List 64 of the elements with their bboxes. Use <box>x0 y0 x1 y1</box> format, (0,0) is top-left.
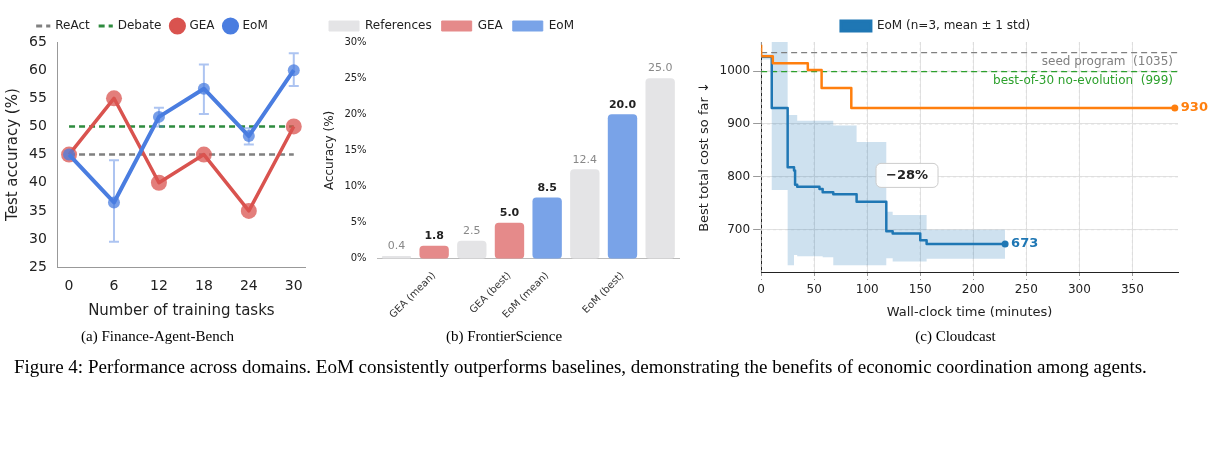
text: (a) Finance-Agent-Bench <box>81 328 234 345</box>
ref-line-label: best-of-30 no-evolution (999) <box>993 72 1173 87</box>
y-tick-label: 35 <box>28 201 47 218</box>
y-tick-label: 30 <box>28 229 47 246</box>
x-tick-label: 300 <box>1067 282 1091 297</box>
legend-label: EoM <box>548 18 575 33</box>
data-label: 12.4 <box>572 152 598 166</box>
data-label: 930 <box>1180 99 1208 115</box>
legend-label: References <box>365 18 432 33</box>
y-tick-label: 700 <box>727 221 751 236</box>
x-tick-label: 6 <box>109 277 119 294</box>
ref-line-label: seed program (1035) <box>1041 53 1173 68</box>
text: (c) Cloudcast <box>915 328 996 345</box>
x-tick-label: 0 <box>757 282 765 297</box>
x-tick-label: 350 <box>1120 282 1144 297</box>
y-tick-label: 800 <box>727 168 751 183</box>
y-tick-label: 5% <box>350 216 367 228</box>
y-axis-title: Best total cost so far ↓ <box>696 82 712 232</box>
y-tick-label: 65 <box>28 32 47 49</box>
y-tick-label: 0% <box>350 252 367 264</box>
x-tick-label: 50 <box>806 282 822 297</box>
annotation: −28% <box>886 166 929 182</box>
y-axis-title: Accuracy (%) <box>322 110 337 191</box>
data-label: 1.8 <box>424 229 444 243</box>
x-tick-label: 24 <box>239 277 258 294</box>
legend-label: Debate <box>117 18 162 33</box>
data-label: 0.4 <box>387 239 406 253</box>
x-tick-label: 150 <box>908 282 932 297</box>
legend-label: EoM (n=3, mean ± 1 std) <box>876 18 1031 33</box>
x-tick-label: 100 <box>855 282 879 297</box>
y-tick-label: 45 <box>28 145 47 162</box>
x-tick-label: 12 <box>150 277 168 294</box>
y-tick-label: 15% <box>344 143 367 155</box>
legend-label: GEA <box>189 18 216 33</box>
data-label: 8.5 <box>537 180 557 194</box>
x-tick-label: 18 <box>194 277 213 294</box>
data-label: 20.0 <box>608 97 637 111</box>
text: (b) FrontierScience <box>445 328 563 345</box>
y-tick-label: 50 <box>28 117 47 134</box>
y-tick-label: 900 <box>727 116 751 131</box>
y-tick-label: 60 <box>28 60 47 77</box>
y-tick-label: 25% <box>344 71 367 83</box>
x-tick-label: 200 <box>961 282 985 297</box>
y-tick-label: 20% <box>344 107 367 119</box>
data-label: 673 <box>1011 235 1039 251</box>
legend-label: EoM <box>242 18 268 33</box>
data-label: 5.0 <box>499 206 520 220</box>
y-tick-label: 55 <box>28 88 47 105</box>
data-label: 25.0 <box>647 61 673 75</box>
y-tick-label: 25 <box>28 257 47 274</box>
y-tick-label: 1000 <box>719 63 751 78</box>
caption: Figure 4: Performance across domains. EoM consistently outperforms baselines, demonstrating the benefits of economic coordination among agents. <box>13 355 1148 379</box>
legend-label: GEA <box>477 18 504 33</box>
y-tick-label: 40 <box>28 173 47 190</box>
x-axis-title: Wall-clock time (minutes) <box>886 303 1053 319</box>
x-tick-label: 250 <box>1014 282 1038 297</box>
y-axis-title: Test accuracy (%) <box>2 88 21 222</box>
x-axis-title: Number of training tasks <box>88 300 275 319</box>
y-tick-label: 10% <box>344 180 367 192</box>
legend-label: ReAct <box>55 18 91 33</box>
x-tick-label: 30 <box>284 277 303 294</box>
y-tick-label: 30% <box>344 35 367 47</box>
x-tick-label: 0 <box>64 277 74 294</box>
data-label: 2.5 <box>463 224 481 238</box>
